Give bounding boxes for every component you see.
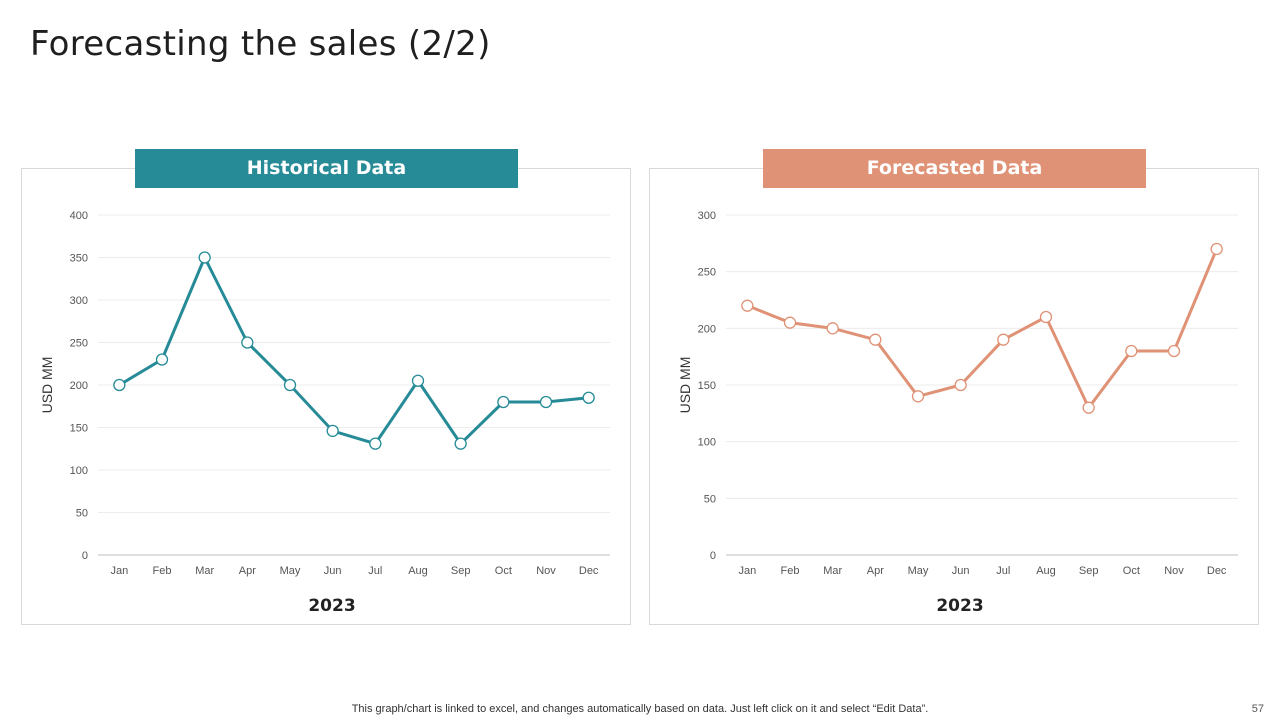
x-axis-title: 2023: [936, 596, 983, 616]
x-tick-label: Feb: [153, 565, 172, 577]
y-axis-title: USD MM: [39, 357, 55, 414]
historical-chart-panel[interactable]: 0 50 100 150 200 250 300 350 400 Jan Feb Mar Apr May J…: [21, 168, 631, 625]
footer-note: This graph/chart is linked to excel, and…: [351, 703, 929, 715]
y-tick-label: 250: [698, 267, 716, 279]
data-point-mar[interactable]: [826, 322, 839, 335]
x-tick-label: Oct: [1123, 565, 1140, 577]
series-line: [745, 247, 1219, 410]
x-tick-label: Dec: [579, 565, 599, 577]
data-point-sep[interactable]: [454, 437, 467, 450]
x-tick-label: Apr: [867, 565, 884, 577]
y-tick-label: 100: [70, 465, 88, 477]
data-point-dec[interactable]: [582, 391, 595, 404]
y-tick-label: 50: [704, 493, 716, 505]
x-tick-label: May: [280, 565, 301, 577]
y-tick-label: 250: [70, 338, 88, 350]
y-tick-label: 150: [70, 423, 88, 435]
data-point-feb[interactable]: [783, 316, 797, 329]
y-tick-label: 400: [70, 210, 88, 222]
y-tick-label: 300: [70, 295, 88, 307]
x-tick-label: Aug: [408, 565, 428, 577]
x-tick-label: Jul: [996, 565, 1010, 577]
series-line: [117, 256, 591, 446]
x-tick-label: Sep: [451, 565, 471, 577]
data-point-nov[interactable]: [539, 395, 553, 409]
y-tick-label: 200: [70, 380, 88, 392]
x-tick-label: Mar: [195, 565, 214, 577]
x-tick-label: Apr: [239, 565, 256, 577]
y-tick-label: 0: [710, 550, 716, 562]
x-tick-label: Sep: [1079, 565, 1099, 577]
x-tick-label: Jun: [324, 565, 342, 577]
data-point-apr[interactable]: [869, 333, 882, 346]
data-point-aug[interactable]: [1039, 310, 1053, 324]
x-tick-label: May: [908, 565, 929, 577]
historical-data-header: Historical Data: [135, 149, 518, 188]
x-tick-label: Nov: [536, 565, 556, 577]
y-tick-label: 100: [698, 437, 716, 449]
forecasted-data-header: Forecasted Data: [763, 149, 1146, 188]
y-tick-label: 350: [70, 253, 88, 265]
y-tick-label: 300: [698, 210, 716, 222]
data-point-jul[interactable]: [997, 333, 1010, 346]
y-tick-label: 0: [82, 550, 88, 562]
x-tick-label: Oct: [495, 565, 512, 577]
data-point-sep[interactable]: [1082, 401, 1095, 414]
x-tick-label: Mar: [823, 565, 842, 577]
x-axis-title: 2023: [308, 596, 355, 616]
data-point-jun[interactable]: [326, 424, 339, 438]
x-tick-label: Feb: [781, 565, 800, 577]
data-point-may[interactable]: [911, 390, 925, 403]
y-axis-title: USD MM: [677, 357, 693, 414]
data-point-feb[interactable]: [155, 353, 169, 366]
data-point-jan[interactable]: [741, 299, 754, 312]
data-point-oct[interactable]: [1125, 344, 1138, 358]
data-point-oct[interactable]: [497, 395, 510, 409]
data-point-mar[interactable]: [198, 251, 211, 264]
historical-line-chart[interactable]: 0 50 100 150 200 250 300 350 400 Jan Feb Mar Apr May J…: [22, 169, 632, 626]
x-tick-label: Aug: [1036, 565, 1056, 577]
data-point-jan[interactable]: [113, 378, 126, 392]
page-title: Forecasting the sales (2/2): [30, 24, 491, 64]
data-point-aug[interactable]: [411, 374, 425, 387]
data-point-jun[interactable]: [954, 378, 967, 392]
x-tick-label: Jan: [110, 565, 128, 577]
data-point-apr[interactable]: [241, 336, 254, 349]
y-tick-label: 150: [698, 380, 716, 392]
data-point-may[interactable]: [283, 378, 297, 392]
data-point-jul[interactable]: [369, 437, 382, 450]
x-tick-label: Dec: [1207, 565, 1227, 577]
x-tick-label: Jan: [738, 565, 756, 577]
x-tick-label: Jul: [368, 565, 382, 577]
x-tick-label: Jun: [952, 565, 970, 577]
y-tick-label: 50: [76, 508, 88, 520]
forecasted-line-chart[interactable]: 0 50 100 150 200 250 300 Jan Feb Mar Apr May Jun Jul A…: [650, 169, 1260, 626]
x-tick-label: Nov: [1164, 565, 1184, 577]
page-number: 57: [1251, 703, 1264, 715]
data-point-nov[interactable]: [1167, 344, 1181, 358]
forecasted-chart-panel[interactable]: 0 50 100 150 200 250 300 Jan Feb Mar Apr May Jun Jul A…: [649, 168, 1259, 625]
y-tick-label: 200: [698, 323, 716, 335]
data-point-dec[interactable]: [1210, 242, 1223, 256]
